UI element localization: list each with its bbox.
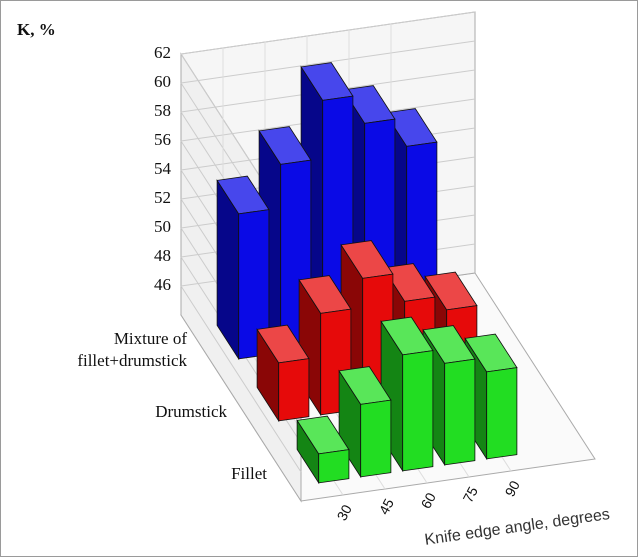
z-tick-label: 56: [154, 130, 171, 149]
bar: [216, 175, 270, 361]
z-tick-label: 62: [154, 43, 171, 62]
z-axis-title: K, %: [17, 20, 56, 39]
z-tick-label: 58: [154, 101, 171, 120]
bar-front-face: [318, 449, 350, 484]
z-tick-label: 50: [154, 217, 171, 236]
bar-front-face: [486, 367, 518, 460]
bar: [380, 316, 434, 473]
z-tick-label: 52: [154, 188, 171, 207]
series-label: Drumstick: [155, 402, 227, 421]
x-tick-label: 30: [333, 502, 355, 523]
x-tick-label: 60: [417, 490, 439, 511]
x-axis-title: Knife edge angle, degrees: [424, 506, 611, 549]
bar: [256, 324, 310, 423]
z-tick-label: 60: [154, 72, 171, 91]
series-label: Mixture of fillet+drumstick: [77, 329, 187, 370]
grid-line: [180, 11, 476, 55]
x-tick-label: 75: [459, 484, 481, 505]
grid-line: [180, 285, 302, 473]
z-tick-label: 54: [154, 159, 172, 178]
bar-front-face: [402, 350, 434, 472]
bar: [338, 366, 392, 479]
series-label: Fillet: [231, 464, 267, 483]
x-tick-label: 45: [375, 496, 397, 517]
x-tick-label: 90: [501, 478, 523, 499]
bar-front-face: [444, 358, 476, 466]
bar-front-face: [360, 399, 392, 478]
grid-line: [180, 40, 476, 84]
bar-front-face: [278, 358, 310, 422]
bar: [296, 415, 350, 485]
z-tick-label: 48: [154, 246, 171, 265]
z-tick-label: 46: [154, 275, 171, 294]
